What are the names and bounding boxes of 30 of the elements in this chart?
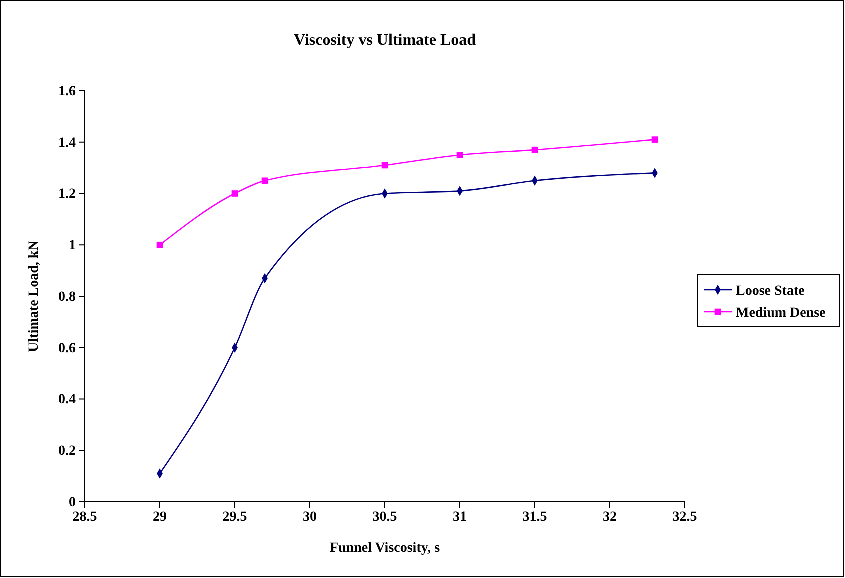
x-tick-label: 28.5 [72,510,98,525]
y-tick-label: 1.4 [58,136,76,151]
legend-label: Loose State [736,284,805,299]
point [382,162,388,169]
y-tick-label: 0.6 [58,341,76,356]
point [262,178,268,184]
x-tick-label: 31.5 [522,510,548,525]
x-tick-label: 29 [153,510,167,525]
y-tick-label: 1.2 [58,187,76,202]
x-tick-label: 31 [453,510,467,525]
y-tick-label: 0.2 [58,444,76,460]
point [652,136,658,143]
point [456,152,464,158]
y-tick-label: 0.4 [58,392,76,408]
x-tick-label: 32 [603,510,617,525]
y-tick-label: 1.6 [58,84,76,100]
y-tick-label: 0 [69,495,76,510]
point [532,146,538,154]
x-tick-label: 29.5 [222,510,248,525]
chart-title: Viscosity vs Ultimate Load [294,32,476,49]
x-tick-label: 30.5 [372,510,398,525]
point [156,242,164,248]
y-tick-label: 0.8 [58,290,76,305]
x-tick-label: 32.5 [672,510,698,525]
point [232,190,238,197]
x-tick-label: 30 [303,510,317,525]
legend-label: Medium Dense [736,306,826,321]
y-tick-label: 1 [69,238,76,254]
y-axis-title: Ultimate Load, kN [27,240,42,352]
x-axis-title: Funnel Viscosity, s [330,541,441,556]
